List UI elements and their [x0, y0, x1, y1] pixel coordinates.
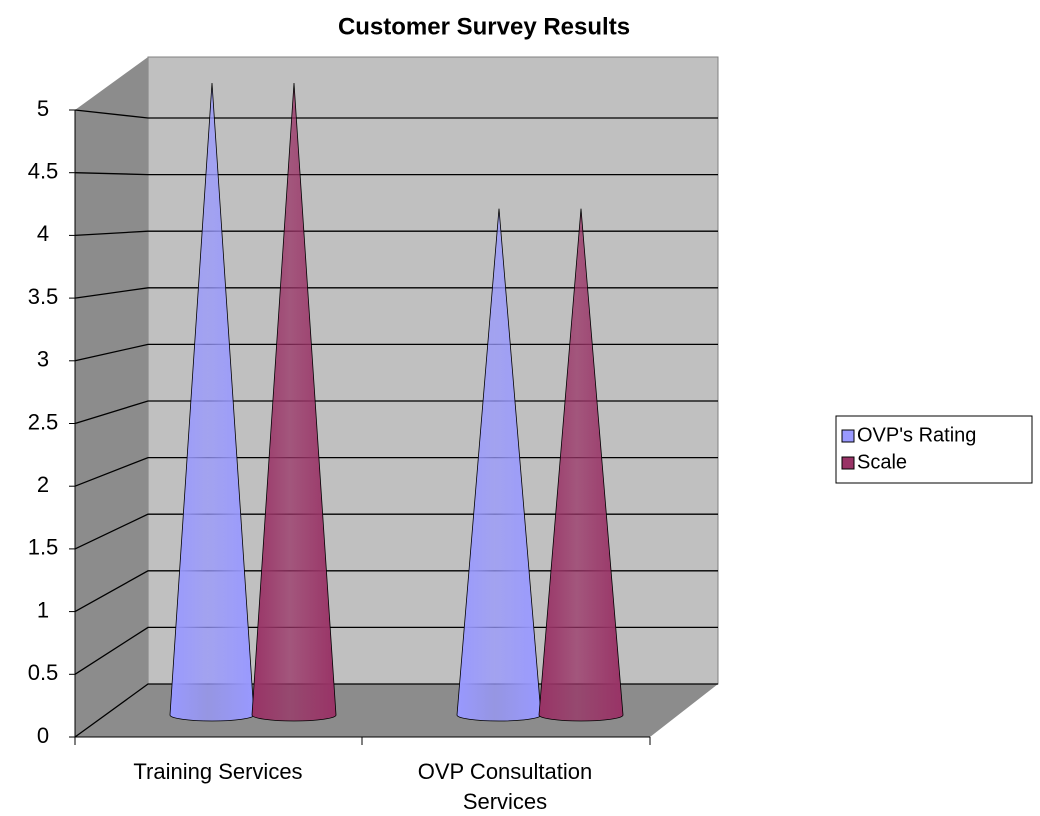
- legend-swatch: [841, 429, 855, 443]
- grid-line: [74, 287, 718, 299]
- y-tick-label: 0: [37, 723, 49, 748]
- y-tick-label: 2: [37, 472, 49, 497]
- y-tick-label: 4.5: [28, 159, 59, 184]
- y-tick-label: 3.5: [28, 284, 59, 309]
- y-tick-label: 4: [37, 221, 49, 246]
- x-tick-label: OVP Consultation Services: [417, 759, 593, 814]
- chart-title: Customer Survey Results: [338, 13, 630, 40]
- legend-label: OVP's Rating: [857, 424, 976, 446]
- legend-swatch: [841, 456, 855, 470]
- legend-label: Scale: [857, 451, 907, 473]
- grid-line: [74, 343, 718, 362]
- y-tick-label: 1.5: [28, 535, 59, 560]
- side-wall: [75, 57, 148, 737]
- y-tick-label: 0.5: [28, 660, 59, 685]
- y-tick-label: 3: [37, 347, 49, 372]
- grid-line: [74, 109, 718, 119]
- y-tick-label: 5: [37, 96, 49, 121]
- y-tick-label: 2.5: [28, 409, 59, 434]
- y-tick-label: 1: [37, 597, 49, 622]
- legend: [835, 415, 1033, 484]
- grid-line: [74, 230, 718, 237]
- x-tick-label: Training Services: [133, 759, 303, 784]
- cone: [538, 208, 624, 722]
- grid-line: [74, 456, 718, 487]
- grid-line: [74, 172, 718, 176]
- grid-line: [74, 513, 718, 550]
- cone: [251, 82, 337, 722]
- grid-line: [74, 400, 718, 425]
